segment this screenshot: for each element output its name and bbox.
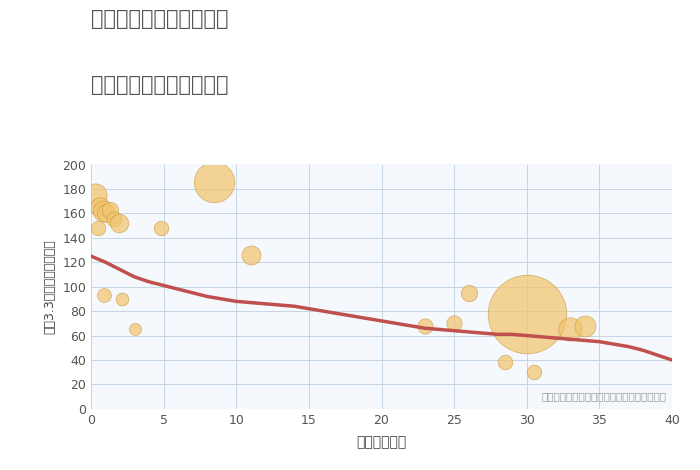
- Point: [94, 204, 105, 211]
- Point: [419, 322, 430, 329]
- Point: [521, 310, 532, 317]
- Point: [580, 322, 591, 329]
- Point: [528, 368, 540, 376]
- Point: [565, 326, 576, 333]
- Point: [155, 224, 167, 232]
- Text: 円の大きさは、取引のあった物件面積を示す: 円の大きさは、取引のあった物件面積を示す: [541, 392, 666, 401]
- Point: [99, 291, 110, 299]
- Point: [97, 207, 108, 215]
- Point: [108, 216, 120, 223]
- Point: [463, 289, 475, 297]
- Point: [129, 326, 140, 333]
- Point: [100, 210, 111, 217]
- Point: [113, 219, 124, 227]
- Point: [209, 178, 220, 185]
- Point: [499, 359, 510, 366]
- Point: [104, 206, 116, 213]
- Text: 千葉県船橋市薬園台町の: 千葉県船橋市薬園台町の: [91, 9, 228, 30]
- Point: [449, 320, 460, 327]
- Text: 築年数別中古戸建て価格: 築年数別中古戸建て価格: [91, 75, 228, 95]
- Point: [116, 295, 127, 303]
- Y-axis label: 坪（3.3㎡）単価（万円）: 坪（3.3㎡）単価（万円）: [43, 239, 57, 334]
- Point: [92, 224, 104, 232]
- X-axis label: 築年数（年）: 築年数（年）: [356, 435, 407, 449]
- Point: [245, 251, 256, 258]
- Point: [90, 191, 101, 199]
